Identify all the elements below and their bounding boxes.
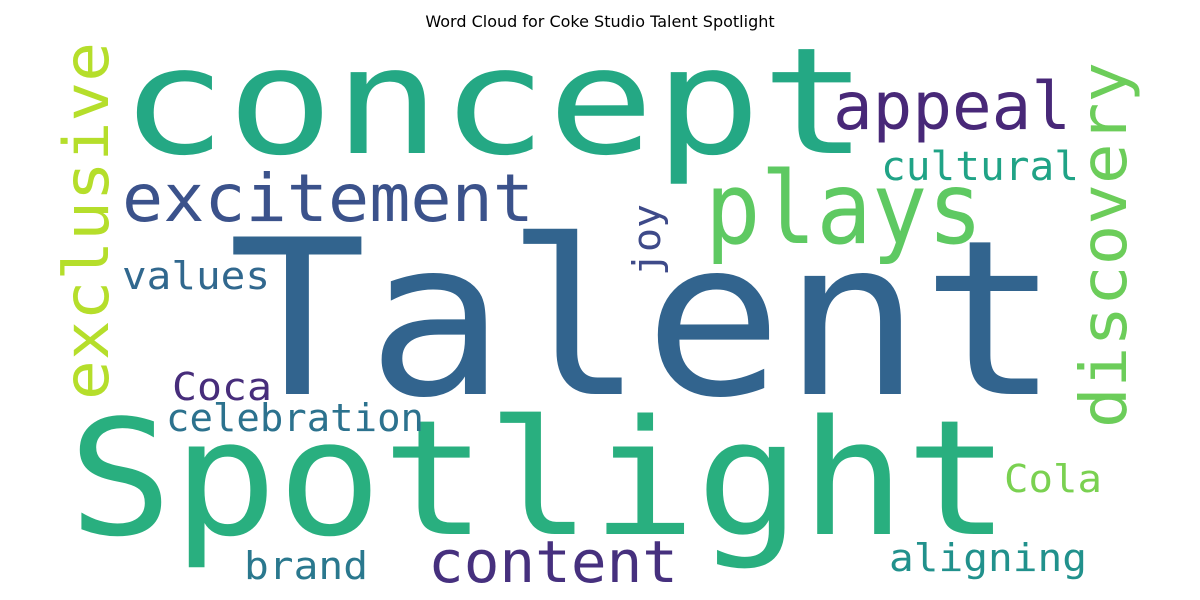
- word-cultural: cultural: [881, 144, 1079, 190]
- word-cola: Cola: [1004, 457, 1102, 501]
- word-plays: plays: [705, 150, 983, 267]
- word-joy: joy: [625, 204, 669, 276]
- word-values: values: [122, 254, 270, 298]
- word-appeal: appeal: [833, 68, 1071, 145]
- word-talent: Talent: [228, 194, 1060, 445]
- word-exclusive: exclusive: [50, 42, 123, 400]
- word-concept: concept: [120, 16, 868, 188]
- word-spotlight: Spotlight: [68, 385, 1010, 572]
- chart-title: Word Cloud for Coke Studio Talent Spotli…: [425, 12, 775, 31]
- word-celebration: celebration: [166, 396, 424, 440]
- word-coca: Coca: [172, 365, 272, 409]
- word-content: content: [428, 528, 678, 596]
- word-aligning: aligning: [889, 536, 1087, 580]
- word-brand: brand: [244, 544, 368, 588]
- word-excitement: excitement: [122, 160, 534, 237]
- word-discovery: discovery: [1068, 62, 1142, 428]
